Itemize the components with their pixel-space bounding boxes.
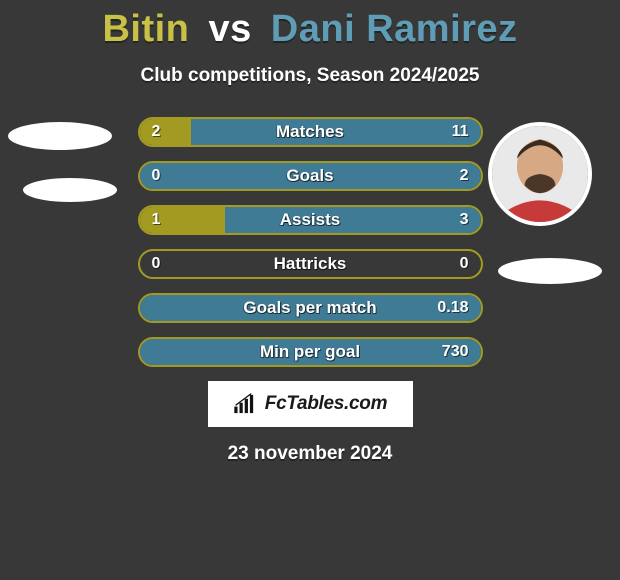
stat-row: Min per goal730	[138, 337, 483, 367]
stat-fill-left	[140, 119, 191, 145]
fctables-logo-text: FcTables.com	[265, 393, 387, 415]
stat-value-left: 0	[152, 251, 161, 277]
stat-row: Goals per match0.18	[138, 293, 483, 323]
left-avatar-placeholder-1	[8, 122, 112, 150]
stat-row: Goals02	[138, 161, 483, 191]
stat-fill-right	[140, 295, 481, 321]
stat-row: Matches211	[138, 117, 483, 147]
subtitle: Club competitions, Season 2024/2025	[0, 65, 620, 87]
stat-fill-right	[191, 119, 481, 145]
stat-fill-right	[225, 207, 481, 233]
stat-fill-right	[140, 163, 481, 189]
title-player-right: Dani Ramirez	[271, 8, 518, 50]
title-vs: vs	[208, 8, 251, 50]
stat-label: Hattricks	[140, 251, 481, 277]
stat-fill-right	[140, 339, 481, 365]
title-player-left: Bitin	[102, 8, 189, 50]
comparison-panel: Matches211 Goals02 Assists13 Hattricks0 0 Goa…	[0, 117, 620, 367]
left-avatar-placeholder-2	[23, 178, 117, 202]
right-player-avatar	[488, 122, 592, 226]
stat-bars: Matches211 Goals02 Assists13 Hattricks0 0 Goa…	[138, 117, 483, 367]
fctables-watermark: FcTables.com	[208, 381, 413, 427]
page-title: Bitin vs Dani Ramirez	[0, 0, 620, 51]
stat-fill-left	[140, 207, 225, 233]
stat-row: Hattricks0 0	[138, 249, 483, 279]
fctables-logo-icon	[233, 393, 259, 415]
stat-row: Assists13	[138, 205, 483, 235]
stat-value-right: 0	[460, 251, 469, 277]
avatar-illustration	[492, 126, 588, 222]
right-club-badge-placeholder	[498, 258, 602, 284]
snapshot-date: 23 november 2024	[0, 443, 620, 465]
